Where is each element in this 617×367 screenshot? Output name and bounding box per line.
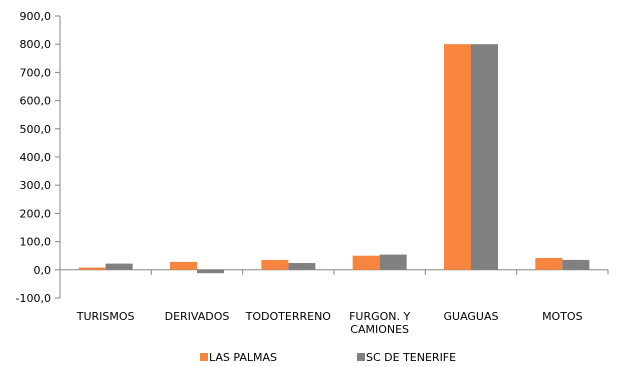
y-tick-label: 100,0 — [20, 236, 52, 249]
x-category-label: DERIVADOS — [165, 310, 230, 323]
y-tick-label: -100,0 — [16, 292, 51, 305]
x-category-label: TURISMOS — [76, 310, 135, 323]
x-axis-categories: TURISMOS DERIVADOS TODOTERRENO FURGON. Y CAM… — [76, 310, 583, 336]
y-tick-label: 900,0 — [20, 10, 52, 23]
y-axis-ticks: -100,0 0,0 100,0 200,0 300,0 400,0 500,0 600,0 7… — [16, 10, 60, 305]
legend-swatch — [200, 353, 208, 361]
bar-sc-de-tenerife — [471, 44, 498, 270]
bar-sc-de-tenerife — [562, 259, 590, 270]
y-tick-label: 300,0 — [20, 179, 52, 192]
legend-label: SC DE TENERIFE — [366, 351, 456, 364]
bar-las-palmas — [78, 267, 106, 270]
bar-las-palmas — [444, 44, 471, 270]
x-category-label: MOTOS — [542, 310, 583, 323]
legend-label: LAS PALMAS — [209, 351, 277, 364]
y-tick-label: 800,0 — [20, 38, 52, 51]
legend: LAS PALMAS SC DE TENERIFE — [200, 351, 456, 364]
bars — [78, 44, 590, 274]
axes — [59, 16, 609, 298]
y-tick-label: 200,0 — [20, 207, 52, 220]
y-tick-label: 700,0 — [20, 66, 52, 79]
y-tick-label: 500,0 — [20, 123, 52, 136]
bar-sc-de-tenerife — [105, 263, 133, 270]
x-category-label: FURGON. Y CAMIONES — [349, 310, 410, 336]
bar-las-palmas — [535, 257, 563, 270]
bar-sc-de-tenerife — [288, 263, 316, 270]
bar-las-palmas — [352, 255, 380, 270]
y-tick-label: 600,0 — [20, 95, 52, 108]
x-category-label: TODOTERRENO — [245, 310, 332, 323]
y-tick-label: 400,0 — [20, 151, 52, 164]
x-category-label: GUAGUAS — [444, 310, 499, 323]
bar-sc-de-tenerife — [197, 269, 224, 274]
legend-swatch — [357, 353, 365, 361]
bar-las-palmas — [170, 261, 197, 270]
bar-sc-de-tenerife — [379, 254, 407, 270]
y-tick-label: 0,0 — [34, 264, 52, 277]
bar-las-palmas — [261, 259, 289, 270]
